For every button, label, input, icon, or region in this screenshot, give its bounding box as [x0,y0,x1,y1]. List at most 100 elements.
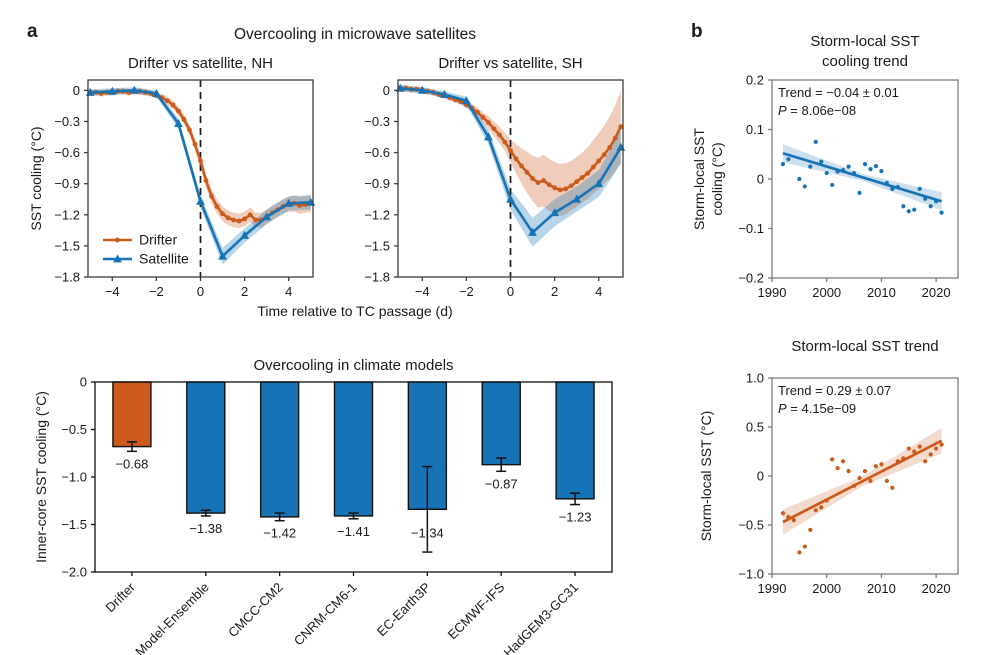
y-tick-label: 0 [73,83,80,98]
y-tick-label: −0.5 [61,422,87,437]
y-tick-label: −0.6 [54,145,80,160]
x-tick-label: 1990 [758,581,787,596]
bar-CMCC-CM2 [259,381,300,522]
bar-value-label: −1.34 [411,526,444,541]
chart-background-layer [90,80,311,277]
chart-data-layer [85,85,316,260]
y-tick-label: −0.6 [364,145,390,160]
y-tick-label: −1.5 [61,517,87,532]
chart-axes-layer [768,79,959,282]
bar-category-label: EC-Earth3P [374,580,434,640]
bar-category-label: CNRM-CM6-1 [291,580,360,649]
bar-Drifter [112,381,152,453]
y-axis-label: Storm-local SST [691,128,707,230]
x-tick-label: 2010 [867,581,896,596]
x-tick-label: 0 [197,284,204,299]
bar-category-label: ECMWF-IFS [445,579,508,642]
y-tick-label: −1.8 [54,270,80,285]
time-axis-label: Time relative to TC passage (d) [257,303,453,319]
chart-title: Overcooling in climate models [253,357,453,374]
panel-a-label: a [27,21,38,42]
chart-data-layer [395,83,626,236]
y-tick-label: −0.3 [364,114,390,129]
x-tick-label: −4 [105,284,120,299]
chart-axes-layer [91,381,613,576]
sh-line-chart: −4 −2 0 2 4 0 −0.3 −0.6 −0.9 −1.2 −1.5 −1.8 Drifter … [364,55,626,299]
y-axis-label: Storm-local SST (°C) [698,411,714,542]
trend-value-text: Trend = 0.29 ± 0.07 [778,383,891,398]
x-tick-label: 4 [595,284,602,299]
cooling-trend-scatter-chart: Trend = −0.04 ± 0.01 P = 8.06e−08 1990 2000… [691,33,959,300]
y-tick-label: −1.2 [54,207,80,222]
bar-ECMWF-IFS [481,381,521,473]
bar-Model-Ensemble [186,381,226,517]
x-tick-label: 2020 [922,581,951,596]
bar-value-label: −0.87 [485,476,518,491]
x-tick-label: −2 [149,284,164,299]
chart-title: cooling trend [822,53,908,70]
x-tick-label: −2 [459,284,474,299]
p-value-text: P = 4.15e−09 [778,401,856,416]
y-tick-label: −0.3 [54,114,80,129]
sst-trend-scatter-chart: Trend = 0.29 ± 0.07 P = 4.15e−09 1990 2000 2… [698,338,959,596]
x-tick-label: 1990 [758,285,787,300]
bar-value-label: −0.68 [115,456,148,471]
chart-background-layer [400,80,621,277]
y-tick-label: −1.8 [364,270,390,285]
bar-EC-Earth3P [407,381,448,553]
x-tick-label: 2 [551,284,558,299]
models-bar-chart: −0.68 Drifter −1.38 Model-Ensemble −1.42 CMCC… [33,357,613,655]
y-tick-label: 0 [383,83,390,98]
y-tick-label: −1.5 [364,238,390,253]
chart-title: Storm-local SST trend [791,338,938,355]
bar-category-label: HadGEM3-GC31 [501,580,582,655]
y-tick-label: −1.0 [738,567,764,582]
y-tick-label: 0.5 [746,420,764,435]
y-tick-label: 0 [757,172,764,187]
chart-axes-layer [84,79,314,281]
chart-text-layer: Drifter Satellite −4 −2 0 2 4 0 −0.3 −0.6 −0.9 −1.2… [28,55,292,299]
y-tick-label: −1.0 [61,470,87,485]
y-tick-label: 1.0 [746,371,764,386]
bar-category-label: Model-Ensemble [132,580,212,655]
chart-text-layer: Trend = −0.04 ± 0.01 P = 8.06e−08 1990 2000… [691,33,951,300]
y-tick-label: 0 [757,469,764,484]
series-drifter [397,85,624,193]
x-tick-label: 2020 [922,285,951,300]
y-tick-label: 0 [80,375,87,390]
y-tick-label: −0.9 [364,176,390,191]
y-tick-label: −0.5 [738,518,764,533]
bar-value-label: −1.41 [337,524,370,539]
x-tick-label: 0 [507,284,514,299]
bar-category-label: CMCC-CM2 [225,580,286,641]
y-axis-label: cooling (°C) [709,142,725,215]
y-tick-label: −0.9 [54,176,80,191]
legend: Drifter Satellite [103,232,189,267]
chart-data-layer [780,139,944,215]
bar-CNRM-CM6-1 [333,381,374,520]
y-axis-label: SST cooling (°C) [28,126,44,230]
bar-category-label: Drifter [102,579,138,615]
chart-text-layer: Trend = 0.29 ± 0.07 P = 4.15e−09 1990 2000 2… [698,338,951,596]
chart-data-layer [780,439,944,555]
chart-title: Drifter vs satellite, SH [438,55,582,72]
y-tick-label: −0.2 [738,271,764,286]
chart-title: Storm-local SST [810,33,919,50]
y-tick-label: 0.1 [746,122,764,137]
satellites-section-title: Overcooling in microwave satellites [233,26,477,43]
trend-value-text: Trend = −0.04 ± 0.01 [778,85,899,100]
bar-value-label: −1.38 [189,521,222,536]
legend-label: Satellite [139,251,189,267]
bar-value-label: −1.23 [559,510,592,525]
series-satellite [395,83,626,236]
y-tick-label: −0.1 [738,221,764,236]
y-tick-label: −1.5 [54,238,80,253]
chart-title: Drifter vs satellite, NH [128,55,273,72]
trend-annotation: Trend = 0.29 ± 0.07 P = 4.15e−09 [778,383,891,416]
nh-line-chart: Drifter Satellite −4 −2 0 2 4 0 −0.3 −0.6 −0.9 −1.2… [28,55,316,299]
trend-annotation: Trend = −0.04 ± 0.01 P = 8.06e−08 [778,85,899,118]
y-tick-label: 0.2 [746,73,764,88]
y-axis-label: Inner-core SST cooling (°C) [33,391,49,563]
chart-text-layer: −4 −2 0 2 4 0 −0.3 −0.6 −0.9 −1.2 −1.5 −1.8 Drifter … [364,55,602,299]
